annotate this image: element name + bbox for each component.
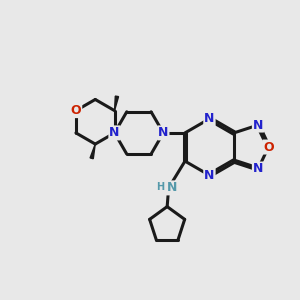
Text: N: N [204, 112, 214, 125]
Text: N: N [167, 182, 177, 194]
Text: H: H [156, 182, 164, 192]
Text: O: O [263, 140, 274, 154]
Polygon shape [115, 96, 119, 111]
Text: N: N [253, 163, 263, 176]
Text: N: N [204, 169, 214, 182]
Text: N: N [253, 118, 263, 132]
Polygon shape [90, 144, 95, 159]
Text: N: N [158, 126, 169, 140]
Text: N: N [110, 126, 120, 140]
Text: O: O [70, 104, 81, 117]
